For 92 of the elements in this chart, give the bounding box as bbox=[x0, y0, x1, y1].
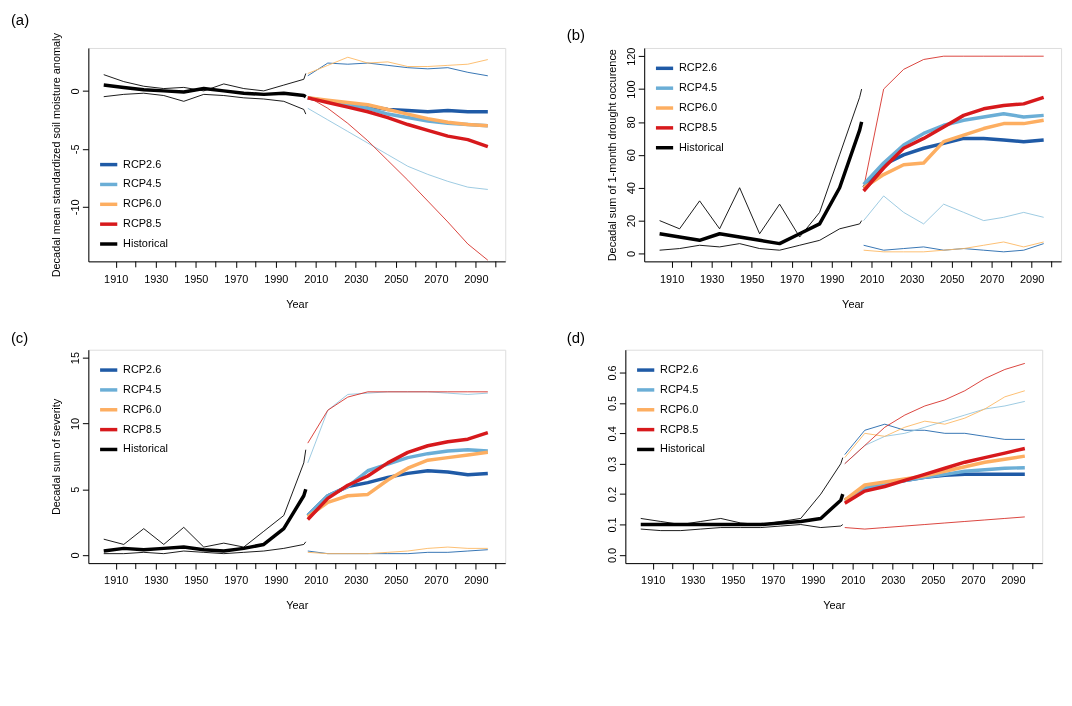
y-tick-label: -10 bbox=[68, 199, 81, 216]
chart-title: (a) bbox=[10, 12, 30, 29]
y-tick-label: 0.6 bbox=[605, 365, 618, 381]
y-tick-label: 60 bbox=[624, 149, 637, 162]
legend-label: RCP8.5 bbox=[123, 217, 162, 230]
x-tick-label: 2090 bbox=[1001, 574, 1026, 587]
y-tick-label: -5 bbox=[68, 144, 81, 155]
x-tick-label: 1910 bbox=[104, 574, 129, 587]
y-tick-label: 100 bbox=[624, 80, 637, 99]
legend-label: RCP2.6 bbox=[123, 157, 162, 170]
x-tick-label: 2070 bbox=[980, 272, 1005, 285]
y-tick-label: 20 bbox=[624, 215, 637, 228]
x-tick-label: 1990 bbox=[801, 574, 826, 587]
x-tick-label: 1970 bbox=[779, 272, 805, 285]
x-tick-label: 2070 bbox=[424, 574, 449, 587]
y-tick-label: 0.2 bbox=[605, 487, 618, 503]
x-tick-label: 2090 bbox=[464, 272, 489, 285]
x-tick-label: 1950 bbox=[721, 574, 746, 587]
legend-label: RCP6.0 bbox=[660, 402, 699, 415]
y-tick-label: 0.3 bbox=[605, 456, 618, 472]
legend-label: Historical bbox=[123, 442, 168, 455]
x-axis-title: Year bbox=[286, 599, 309, 612]
legend-label: Historical bbox=[123, 236, 168, 249]
x-tick-label: 2010 bbox=[860, 272, 885, 285]
x-tick-label: 2090 bbox=[464, 574, 489, 587]
x-tick-label: 1990 bbox=[264, 272, 289, 285]
x-tick-label: 2050 bbox=[384, 574, 409, 587]
legend-label: RCP6.0 bbox=[678, 101, 718, 113]
y-axis-title: Decadal sum of 1-month drought occurence bbox=[605, 49, 618, 262]
x-tick-label: 2050 bbox=[384, 272, 409, 285]
x-tick-label: 1970 bbox=[761, 574, 786, 587]
legend-label: RCP6.0 bbox=[123, 402, 162, 415]
y-tick-label: 5 bbox=[68, 486, 81, 493]
x-tick-label: 2050 bbox=[921, 574, 946, 587]
x-tick-label: 1930 bbox=[144, 272, 169, 285]
x-tick-label: 2010 bbox=[304, 574, 329, 587]
x-tick-label: 1950 bbox=[739, 272, 765, 285]
x-tick-label: 1950 bbox=[184, 574, 209, 587]
x-tick-label: 2030 bbox=[344, 574, 369, 587]
x-tick-label: 1910 bbox=[104, 272, 129, 285]
x-tick-label: 2030 bbox=[344, 272, 369, 285]
y-axis-title: Decadal sum of severity bbox=[50, 398, 63, 516]
legend-label: RCP2.6 bbox=[678, 61, 718, 74]
y-tick-label: 0.4 bbox=[605, 426, 618, 442]
y-tick-label: 120 bbox=[624, 47, 637, 66]
y-tick-label: 10 bbox=[68, 417, 81, 430]
x-axis-title: Year bbox=[823, 599, 846, 612]
legend-label: Historical bbox=[678, 140, 724, 153]
x-tick-label: 1910 bbox=[659, 272, 685, 285]
legend-label: Historical bbox=[660, 442, 705, 455]
legend-label: RCP2.6 bbox=[660, 363, 699, 376]
x-tick-label: 2010 bbox=[841, 574, 866, 587]
x-tick-label: 2010 bbox=[304, 272, 329, 285]
y-tick-label: 0 bbox=[624, 250, 637, 258]
chart-title: (c) bbox=[10, 329, 29, 346]
y-tick-label: 0 bbox=[68, 88, 81, 95]
y-tick-label: 0.5 bbox=[605, 395, 618, 411]
x-tick-label: 2070 bbox=[961, 574, 986, 587]
y-tick-label: 0.0 bbox=[605, 547, 618, 563]
legend-label: RCP8.5 bbox=[123, 422, 162, 435]
y-tick-label: 80 bbox=[624, 116, 637, 129]
x-tick-label: 1990 bbox=[820, 272, 845, 285]
x-tick-label: 1970 bbox=[224, 272, 249, 285]
x-tick-label: 1970 bbox=[224, 574, 249, 587]
legend-label: RCP8.5 bbox=[678, 120, 718, 133]
x-tick-label: 1930 bbox=[681, 574, 706, 587]
y-axis-title: Decadal mean standardized soil moisture anomaly bbox=[50, 32, 63, 278]
chart-title: (d) bbox=[566, 329, 585, 346]
legend-label: RCP6.0 bbox=[123, 197, 162, 210]
y-tick-label: 40 bbox=[624, 182, 637, 195]
legend-label: RCP2.6 bbox=[123, 363, 162, 376]
y-tick-label: 0.1 bbox=[605, 517, 618, 533]
x-axis-title: Year bbox=[286, 297, 309, 310]
legend-label: RCP8.5 bbox=[660, 422, 699, 435]
x-tick-label: 1930 bbox=[144, 574, 169, 587]
x-tick-label: 1910 bbox=[641, 574, 666, 587]
x-tick-label: 1930 bbox=[699, 272, 725, 285]
legend-label: RCP4.5 bbox=[123, 382, 162, 395]
x-tick-label: 2050 bbox=[940, 272, 965, 285]
x-tick-label: 1990 bbox=[264, 574, 289, 587]
x-axis-title: Year bbox=[842, 297, 865, 310]
y-tick-label: 0 bbox=[68, 552, 81, 559]
x-tick-label: 2070 bbox=[424, 272, 449, 285]
x-tick-label: 2090 bbox=[1020, 272, 1045, 285]
legend-label: RCP4.5 bbox=[123, 177, 162, 190]
chart-title: (b) bbox=[566, 27, 585, 44]
x-tick-label: 2030 bbox=[900, 272, 925, 285]
y-tick-label: 15 bbox=[68, 352, 81, 365]
x-tick-label: 2030 bbox=[881, 574, 906, 587]
legend-label: RCP4.5 bbox=[678, 81, 718, 94]
x-tick-label: 1950 bbox=[184, 272, 209, 285]
legend-label: RCP4.5 bbox=[660, 382, 699, 395]
